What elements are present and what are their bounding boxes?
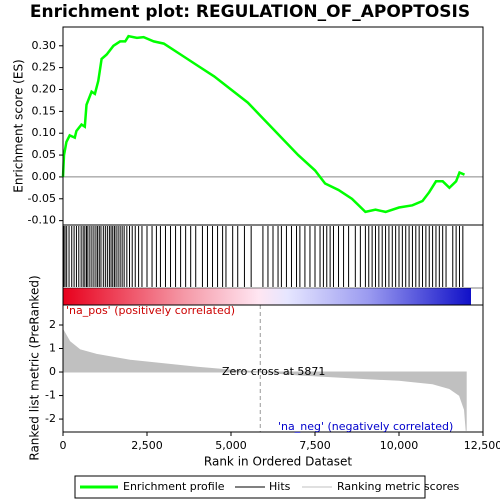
y-tick-label: 0.00 xyxy=(32,170,57,183)
y-tick-label: 0.05 xyxy=(32,148,57,161)
x-tick-label: 12,500 xyxy=(464,439,500,452)
legend-label: Ranking metric scores xyxy=(337,480,459,493)
chart-title: Enrichment plot: REGULATION_OF_APOPTOSIS xyxy=(30,2,470,22)
annotation: 'na_neg' (negatively correlated) xyxy=(278,420,453,433)
x-tick-label: 10,000 xyxy=(380,439,419,452)
y-tick-label: -0.05 xyxy=(28,192,56,205)
y-tick-label: 0.15 xyxy=(32,104,57,117)
x-tick-label: 5,000 xyxy=(215,439,247,452)
x-tick-label: 7,500 xyxy=(299,439,331,452)
x-axis-label: Rank in Ordered Dataset xyxy=(204,455,352,469)
metric-area xyxy=(62,327,467,431)
rank-color-band xyxy=(63,288,471,305)
x-tick-label: 0 xyxy=(60,439,67,452)
y-tick-label: 0.30 xyxy=(32,39,57,52)
y-tick-label: 0.20 xyxy=(32,83,57,96)
y-tick-label: -1 xyxy=(45,389,56,402)
frame xyxy=(62,26,484,433)
annotation: Zero cross at 5871 xyxy=(222,365,325,378)
y-axis-label: Ranked list metric (PreRanked) xyxy=(28,275,42,460)
x-tick-label: 2,500 xyxy=(131,439,163,452)
y-tick-label: -0.10 xyxy=(28,214,56,227)
y-tick-label: 0.10 xyxy=(32,126,57,139)
legend-label: Hits xyxy=(269,480,291,493)
y-tick-label: 1 xyxy=(49,342,56,355)
legend-label: Enrichment profile xyxy=(123,480,225,493)
y-tick-label: 0.25 xyxy=(32,61,57,74)
enrichment-line xyxy=(61,34,466,214)
y-tick-label: -2 xyxy=(45,412,56,425)
annotation: 'na_pos' (positively correlated) xyxy=(66,304,235,317)
y-axis-label: Enrichment score (ES) xyxy=(12,59,26,192)
y-tick-label: 0 xyxy=(49,365,56,378)
y-tick-label: 2 xyxy=(49,318,56,331)
